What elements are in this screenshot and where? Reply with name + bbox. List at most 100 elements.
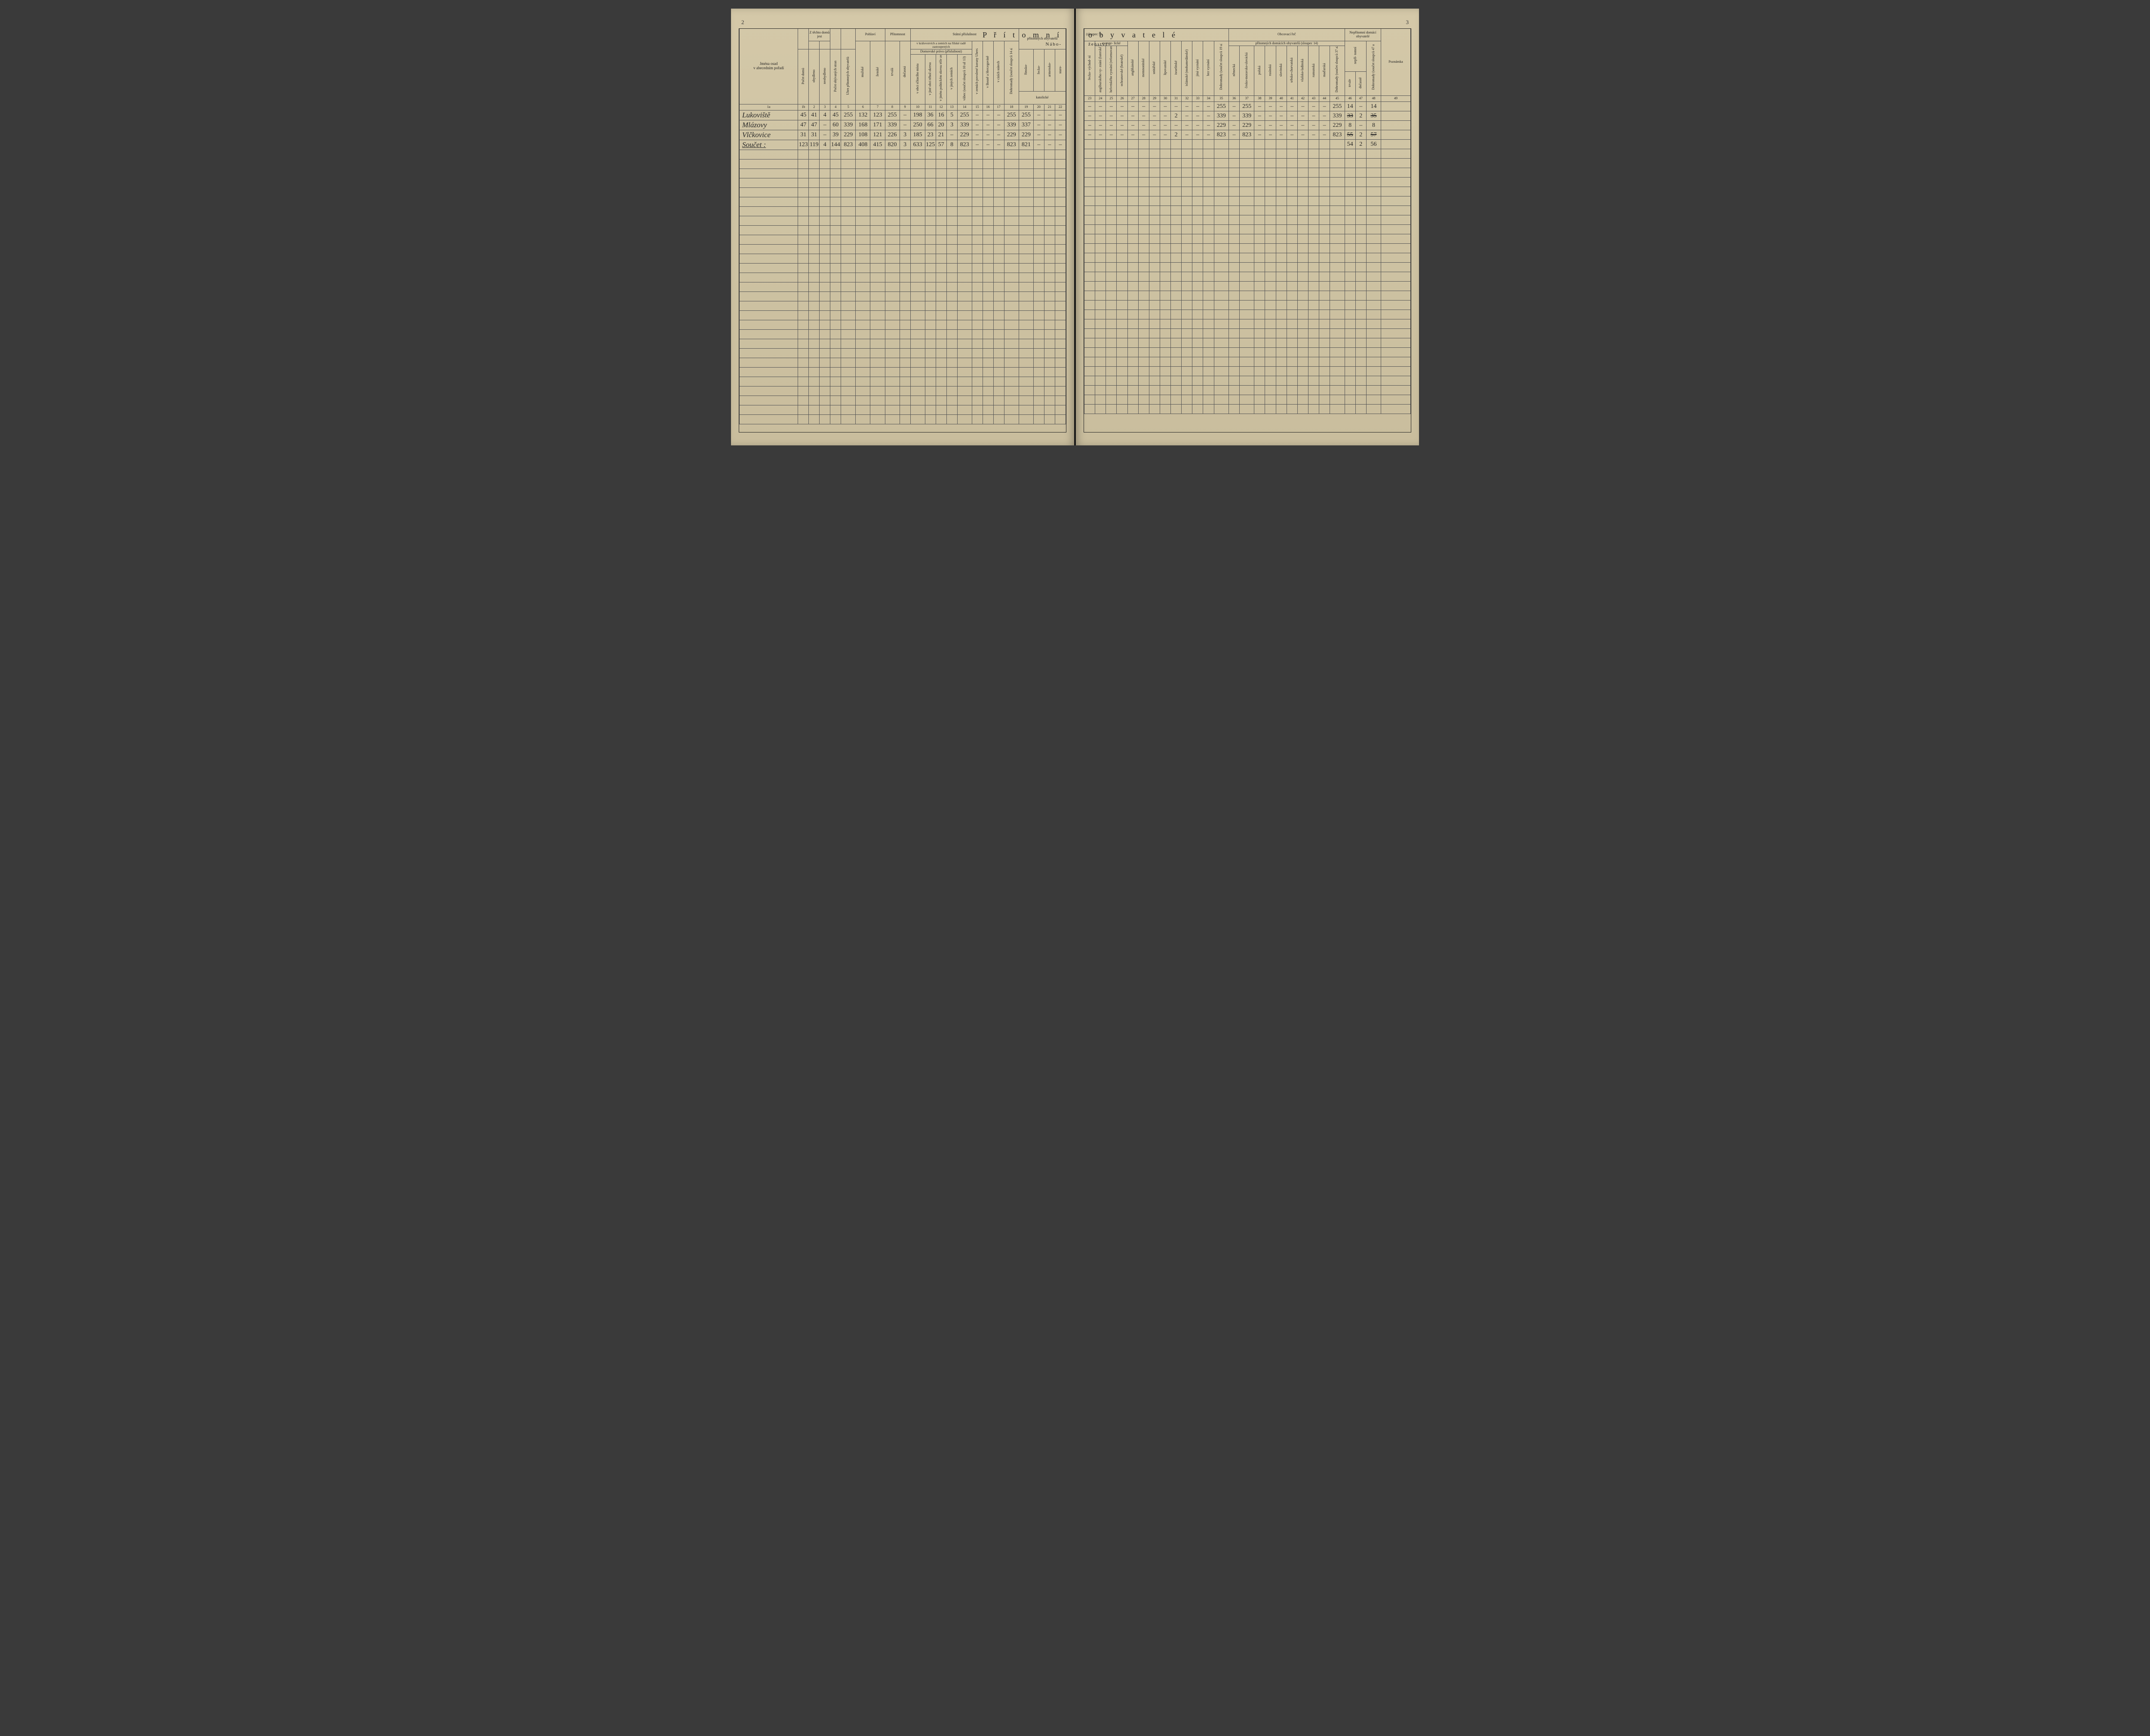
cell: 415 (870, 140, 885, 150)
cell: 255 (957, 110, 972, 120)
table-row: ––––––––––––255–255–––––––25514–14 (1084, 102, 1411, 111)
cell: – (1203, 102, 1214, 111)
cell: 57 (1366, 130, 1381, 140)
table-row: Součet :12311941448234084158203633125578… (740, 140, 1066, 150)
table-row-empty (740, 291, 1066, 301)
table-row-empty (740, 367, 1066, 377)
cell: – (1033, 140, 1044, 150)
cell: – (1203, 111, 1214, 121)
cell: – (1287, 121, 1297, 130)
table-row: Lukoviště4541445255132123255–19836165255… (740, 110, 1066, 120)
hdr-obcov-note: přítomných domácích obyvatelů (sloupec 1… (1229, 41, 1345, 46)
cell (1127, 140, 1138, 149)
subtitle-right: ženství (1088, 42, 1108, 47)
cell: 3 (900, 130, 910, 140)
cell: – (1149, 102, 1160, 111)
cell: – (1138, 111, 1149, 121)
cell (1160, 140, 1170, 149)
table-row-empty (740, 405, 1066, 414)
table-row-empty (1084, 196, 1411, 206)
cell (1381, 130, 1411, 140)
cell: – (1229, 121, 1239, 130)
cell: – (1182, 121, 1192, 130)
subtitle-left: Nábo- (1046, 42, 1062, 47)
cell: 229 (1004, 130, 1019, 140)
cell: – (1182, 102, 1192, 111)
table-row-empty (1084, 338, 1411, 348)
cell: – (1182, 111, 1192, 121)
cell: – (993, 140, 1004, 150)
hdr-houses-group: Z těchto domů jest (809, 29, 830, 41)
cell: – (972, 120, 983, 130)
cell: 5 (946, 110, 957, 120)
cell: – (1308, 111, 1319, 121)
cell: 33 (1345, 111, 1355, 121)
table-row-empty (740, 178, 1066, 187)
cell: – (1276, 121, 1287, 130)
cell: 339 (1240, 111, 1254, 121)
cell: – (1192, 130, 1203, 140)
cell: 337 (1019, 120, 1033, 130)
cell: – (1095, 111, 1106, 121)
table-row-empty (1084, 263, 1411, 272)
right-table: (sloupec 5) Obcovací řeč Nepřítomní domá… (1084, 29, 1411, 414)
cell: – (1254, 102, 1265, 111)
cell: – (1127, 130, 1138, 140)
table-row-empty (1084, 329, 1411, 338)
table-row-empty (740, 235, 1066, 244)
cell: 255 (885, 110, 900, 120)
cell: – (1287, 111, 1297, 121)
table-row-empty (740, 159, 1066, 169)
cell: – (1033, 110, 1044, 120)
cell: 821 (1019, 140, 1033, 150)
cell: – (1149, 111, 1160, 121)
table-row-empty (1084, 282, 1411, 291)
left-tbody: Lukoviště4541445255132123255–19836165255… (740, 110, 1066, 424)
cell: 2 (1355, 130, 1366, 140)
cell: 31 (809, 130, 820, 140)
cell: 36 (925, 110, 936, 120)
cell: 820 (885, 140, 900, 150)
cell: 8 (946, 140, 957, 150)
cell: – (1044, 140, 1055, 150)
cell: – (1203, 121, 1214, 130)
cell: – (1355, 102, 1366, 111)
cell: – (993, 120, 1004, 130)
table-row-empty (1084, 168, 1411, 178)
cell: 56 (1366, 140, 1381, 149)
cell: – (1171, 102, 1182, 111)
cell: 3 (946, 120, 957, 130)
cell (1171, 140, 1182, 149)
table-row-empty (740, 339, 1066, 348)
cell: 250 (910, 120, 925, 130)
table-row-empty (1084, 319, 1411, 329)
cell: – (983, 130, 993, 140)
table-row-empty (740, 225, 1066, 235)
cell: 35 (1366, 111, 1381, 121)
row-name: Součet : (740, 140, 798, 150)
cell: 21 (936, 130, 946, 140)
cell: 229 (1019, 130, 1033, 140)
cell: – (1254, 111, 1265, 121)
cell: – (1287, 130, 1297, 140)
cell: 823 (1214, 130, 1229, 140)
cell: – (983, 140, 993, 150)
cell: – (1308, 130, 1319, 140)
table-row-empty (1084, 357, 1411, 367)
cell: – (1297, 130, 1308, 140)
cell: 2 (1171, 130, 1182, 140)
cell: 4 (820, 140, 830, 150)
cell: – (1265, 121, 1276, 130)
cell: – (1276, 102, 1287, 111)
cell (1276, 140, 1287, 149)
table-row-empty (740, 282, 1066, 291)
cell: 4 (820, 110, 830, 120)
cell: 171 (870, 120, 885, 130)
table-row-empty (1084, 348, 1411, 357)
table-row-empty (1084, 376, 1411, 386)
cell: 45 (830, 110, 841, 120)
cell: – (1106, 121, 1117, 130)
hdr-katolicke: katolické (1019, 91, 1066, 104)
cell (1381, 140, 1411, 149)
cell: – (1192, 111, 1203, 121)
